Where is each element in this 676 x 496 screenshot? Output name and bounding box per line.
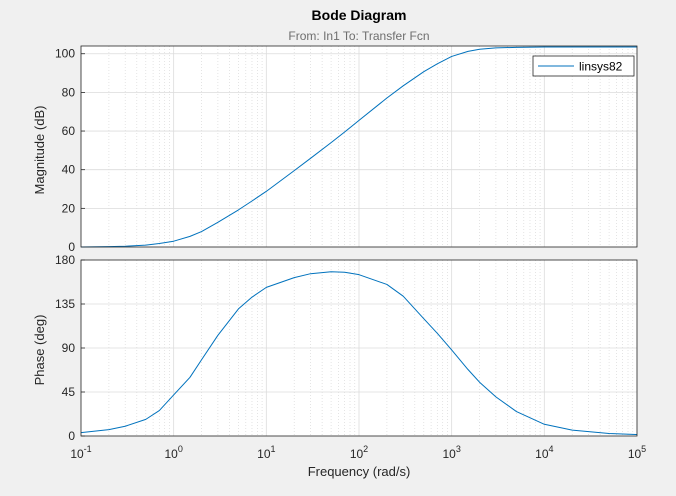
legend-box	[532, 55, 635, 77]
x-tick-label: 100	[164, 444, 182, 461]
y-tick-label: 45	[62, 385, 76, 399]
phase-axes: 0 45 90 135 180	[55, 253, 638, 443]
y-tick-label: 0	[68, 240, 75, 254]
x-tick-label: 103	[442, 444, 460, 461]
y-tick-label: 135	[55, 297, 75, 311]
magnitude-ylabel: Magnitude (dB)	[32, 106, 47, 195]
magnitude-series-line	[80, 46, 637, 248]
y-tick-label: 100	[55, 47, 75, 61]
x-tick-label: 10-1	[70, 444, 91, 461]
chart-subtitle: From: In1 To: Transfer Fcn	[288, 29, 429, 43]
phase-ylabel: Phase (deg)	[32, 315, 47, 386]
x-tick-label: 101	[257, 444, 275, 461]
phase-series-line	[80, 271, 638, 436]
y-tick-label: 180	[55, 253, 75, 267]
magnitude-axes: 0 20 40 60 80 100	[55, 45, 638, 254]
phase-axes-frame	[80, 259, 638, 437]
y-tick-label: 80	[62, 85, 76, 99]
legend-label: linsys82	[579, 60, 623, 74]
x-tick-label: 105	[628, 444, 646, 461]
y-tick-label: 40	[62, 163, 76, 177]
y-tick-label: 0	[68, 429, 75, 443]
chart-title: Bode Diagram	[312, 7, 407, 23]
x-tick-label: 104	[535, 444, 553, 461]
y-tick-label: 20	[62, 201, 76, 215]
legend: linsys82	[532, 55, 635, 77]
magnitude-axes-frame	[80, 45, 638, 248]
x-tick-labels: 10-1 100 101 102 103 104 105	[70, 444, 646, 461]
y-tick-label: 90	[62, 341, 76, 355]
x-tick-label: 102	[350, 444, 368, 461]
y-tick-label: 60	[62, 124, 76, 138]
x-axis-label: Frequency (rad/s)	[308, 464, 411, 479]
